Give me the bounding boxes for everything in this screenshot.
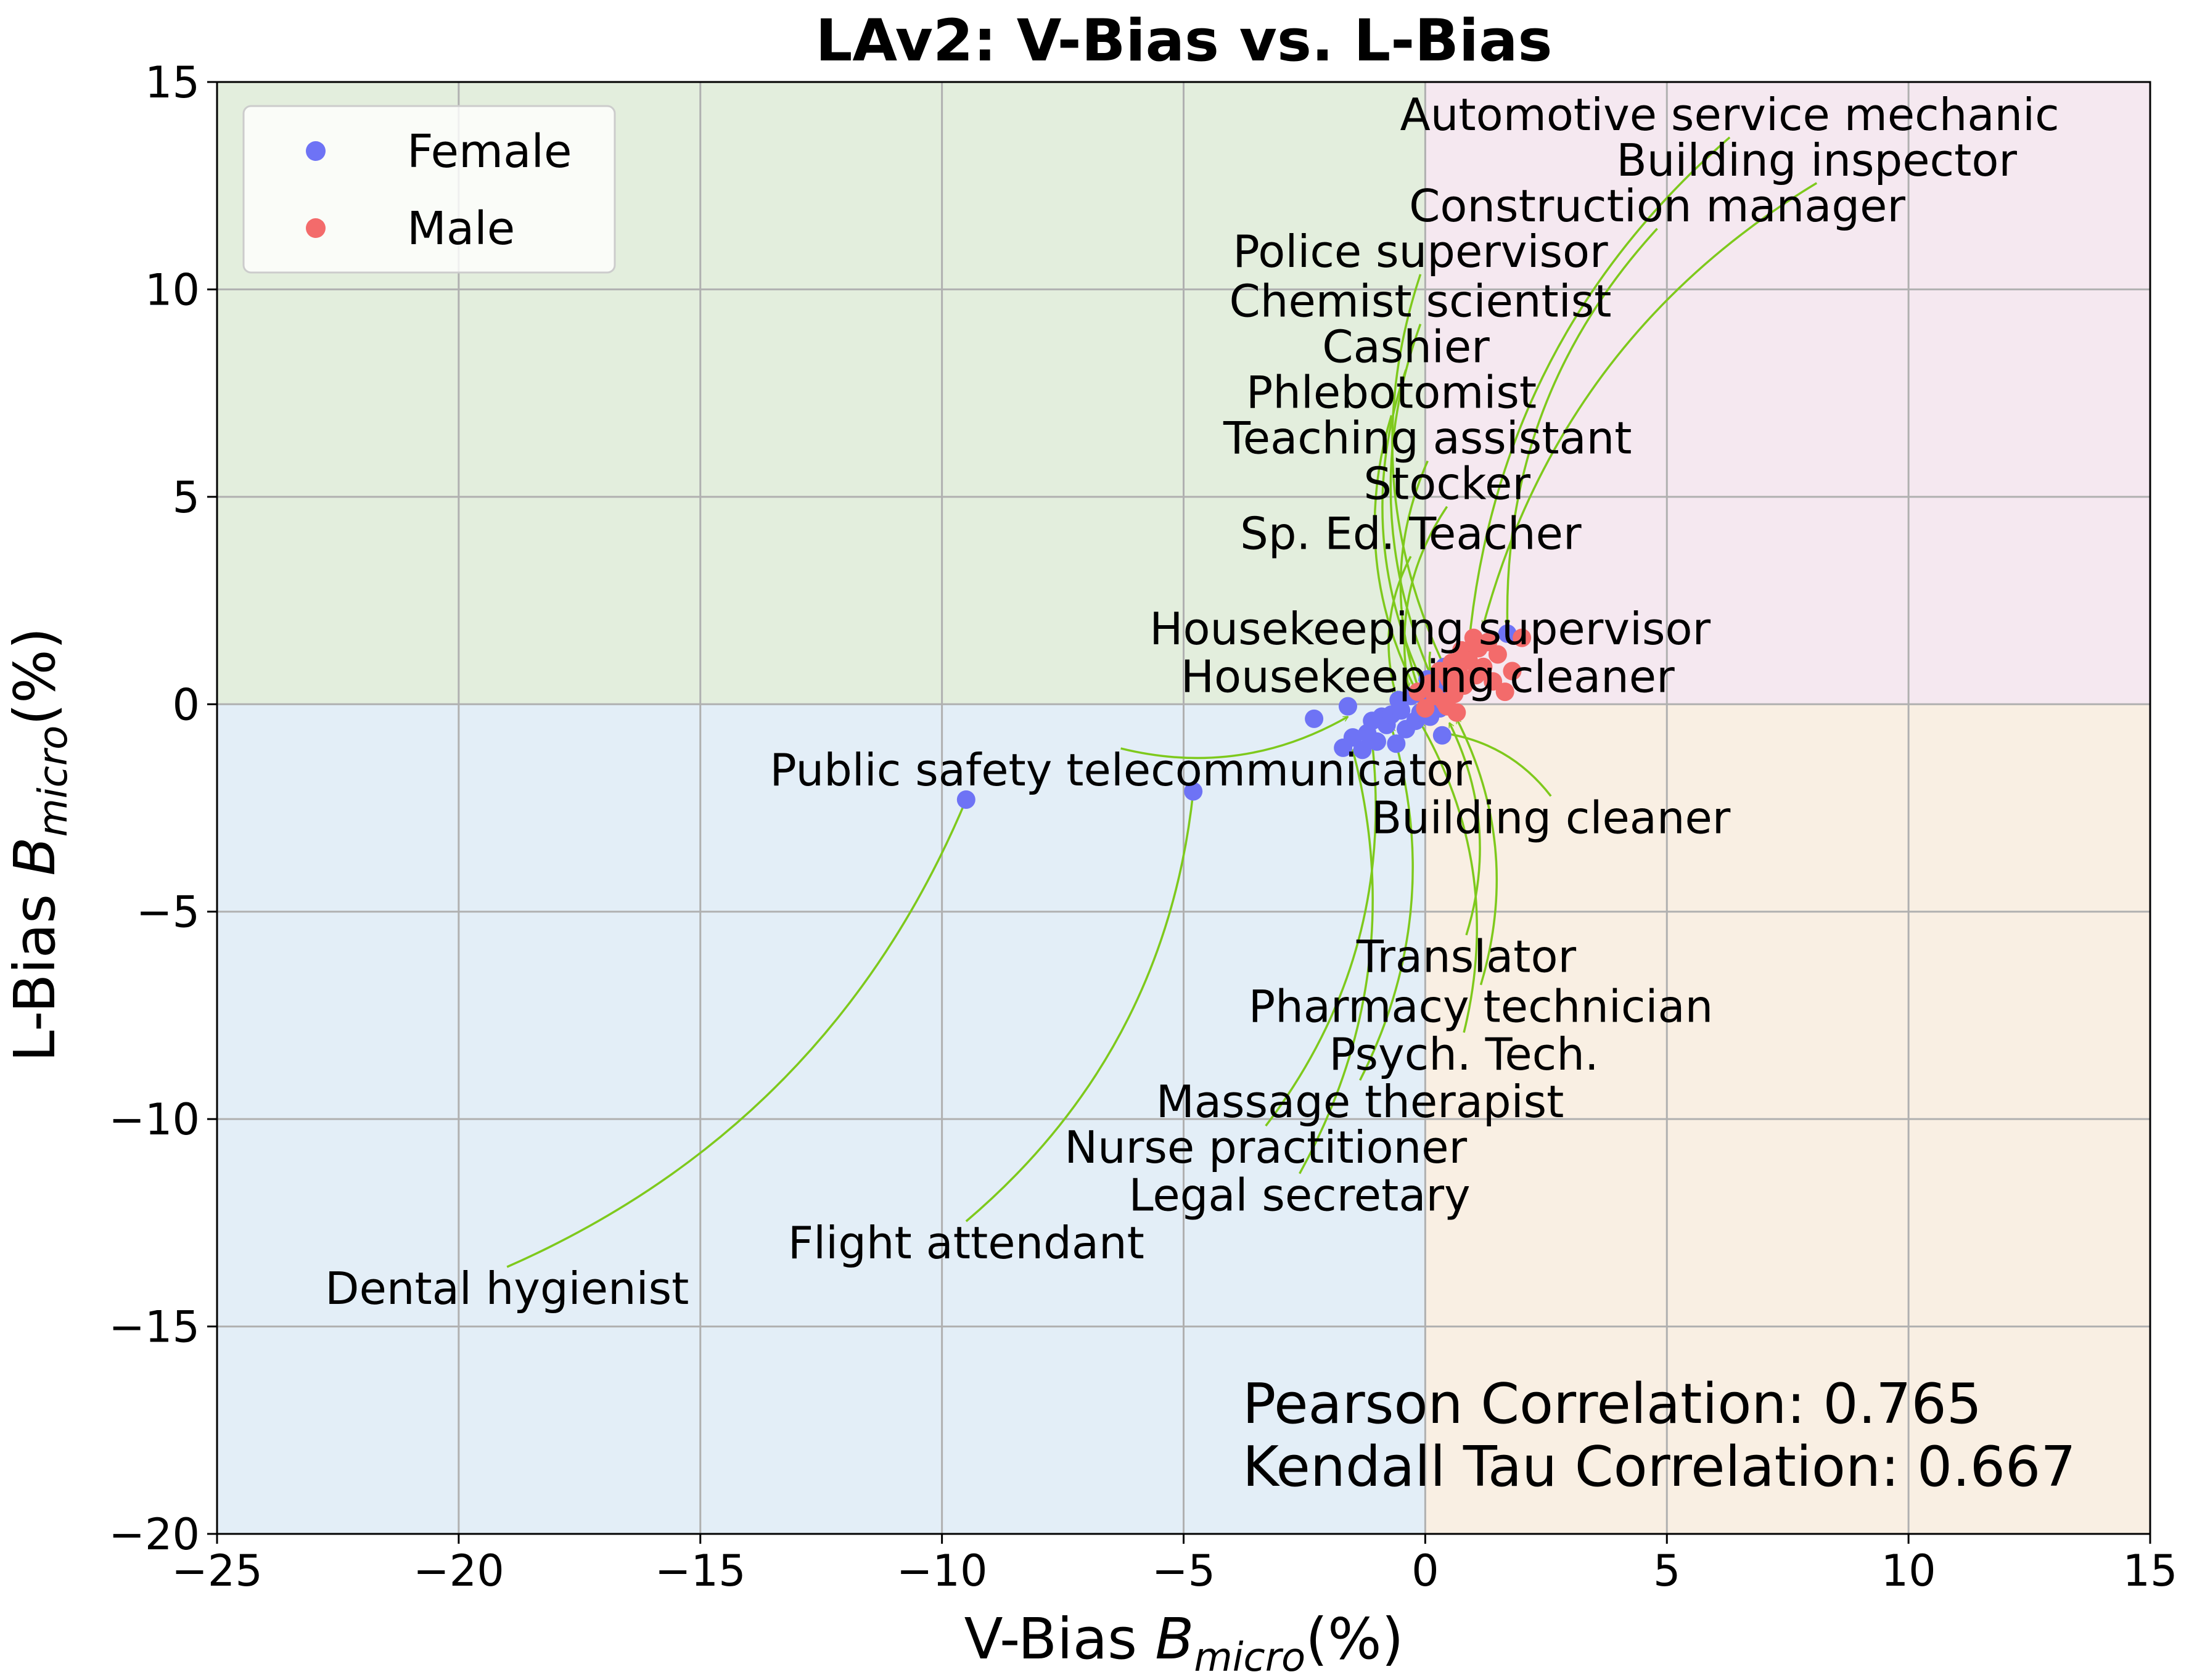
legend: Female Male — [242, 105, 616, 274]
male-point — [1416, 699, 1435, 718]
annotation-arrow — [1299, 750, 1374, 1174]
annotation-label: Housekeeping supervisor — [1149, 603, 1711, 655]
legend-female-marker — [306, 141, 326, 161]
y-tick-label: 5 — [172, 472, 200, 523]
legend-male-marker — [306, 218, 326, 238]
annotation-label: Stocker — [1363, 458, 1530, 510]
annotation-label: Cashier — [1322, 321, 1490, 373]
male-point — [1455, 676, 1474, 695]
annotation-label: Flight attendant — [788, 1217, 1144, 1269]
male-point — [1479, 633, 1498, 652]
annotation-arrow — [1507, 227, 1658, 626]
female-point — [1338, 697, 1357, 716]
annotation-label: Legal secretary — [1129, 1170, 1471, 1221]
female-point — [1387, 734, 1406, 753]
annotation-arrow — [1391, 274, 1446, 667]
annotation-arrow — [1373, 415, 1417, 690]
female-point — [1343, 728, 1362, 747]
female-point — [1305, 709, 1324, 728]
y-tick-label: 15 — [145, 57, 200, 108]
annotation-arrow — [1448, 723, 1481, 936]
annotation-arrow — [1455, 719, 1498, 985]
legend-male-label: Male — [407, 202, 515, 255]
y-axis-label: L-Bias Bmicro(%) — [2, 628, 76, 1062]
male-point — [1474, 657, 1493, 676]
male-point — [1495, 682, 1514, 702]
pearson-correlation: Pearson Correlation: 0.765 — [1242, 1372, 1982, 1436]
annotation-arrow — [1445, 733, 1552, 797]
annotation-label: Public safety telecommunicator — [770, 744, 1472, 796]
y-tick-label: −5 — [136, 887, 200, 938]
y-tick-label: −10 — [109, 1094, 200, 1145]
annotation-label: Teaching assistant — [1223, 412, 1632, 464]
x-tick-label: −10 — [897, 1546, 988, 1596]
female-point — [1363, 711, 1382, 731]
annotation-label: Sp. Ed. Teacher — [1240, 507, 1582, 559]
male-point — [1437, 697, 1456, 716]
annotation-label: Translator — [1356, 931, 1577, 983]
x-tick-label: −25 — [171, 1546, 263, 1596]
annotation-label: Housekeeping cleaner — [1181, 651, 1675, 703]
male-point — [1513, 628, 1532, 647]
annotation-arrow — [506, 800, 966, 1268]
y-tick-label: 0 — [172, 679, 200, 730]
female-point — [1353, 740, 1372, 760]
female-point — [1184, 782, 1203, 801]
quadrant-top-right — [1425, 82, 2150, 705]
data-points — [956, 624, 1532, 809]
annotation-label: Massage therapist — [1156, 1076, 1564, 1128]
annotation-arrow — [1483, 182, 1818, 626]
annotation-arrows — [506, 136, 1818, 1268]
annotation-label: Psych. Tech. — [1329, 1028, 1598, 1080]
annotation-label: Police supervisor — [1233, 226, 1608, 277]
x-tick-label: −5 — [1152, 1546, 1215, 1596]
x-tick-label: −15 — [655, 1546, 746, 1596]
female-point — [1498, 624, 1517, 643]
annotation-arrow — [1120, 715, 1348, 760]
annotation-arrow — [1403, 506, 1448, 688]
annotation-arrow — [1419, 723, 1478, 1033]
annotation-label: Pharmacy technician — [1249, 980, 1714, 1032]
male-point — [1484, 672, 1503, 691]
x-axis-label: V-Bias Bmicro(%) — [964, 1606, 1404, 1680]
annotation-arrow — [1359, 727, 1414, 1081]
male-point — [1459, 651, 1478, 670]
annotation-arrow — [1387, 555, 1412, 695]
annotation-label: Building cleaner — [1371, 792, 1731, 843]
y-tick-label: 10 — [145, 264, 200, 315]
kendall-correlation: Kendall Tau Correlation: 0.667 — [1242, 1435, 2076, 1499]
annotation-arrow — [965, 792, 1193, 1223]
legend-box — [242, 105, 616, 274]
annotation-label: Nurse practitioner — [1064, 1121, 1467, 1173]
x-tick-label: 0 — [1411, 1546, 1439, 1596]
x-tick-label: 15 — [2122, 1546, 2177, 1596]
y-tick-label: −20 — [109, 1509, 200, 1560]
annotation-label: Building inspector — [1616, 134, 2017, 186]
male-point — [1488, 645, 1507, 664]
female-point — [1432, 726, 1452, 745]
female-point — [956, 790, 975, 809]
legend-female-label: Female — [407, 125, 572, 178]
male-point — [1503, 662, 1522, 681]
annotation-arrow — [1469, 136, 1731, 646]
x-tick-label: −20 — [413, 1546, 504, 1596]
annotation-label: Construction manager — [1409, 180, 1905, 232]
y-tick-label: −15 — [109, 1302, 200, 1353]
annotation-label: Dental hygienist — [325, 1263, 689, 1314]
female-point — [1389, 690, 1408, 710]
x-tick-label: 5 — [1653, 1546, 1681, 1596]
annotation-arrow — [1265, 742, 1377, 1127]
female-point — [1368, 732, 1386, 751]
annotation-label: Phlebotomist — [1246, 367, 1537, 419]
chart-title: LAv2: V-Bias vs. L-Bias — [815, 7, 1552, 75]
annotation-label: Automotive service mechanic — [1400, 89, 2060, 141]
annotation-label: Chemist scientist — [1230, 276, 1612, 327]
x-tick-label: 10 — [1881, 1546, 1936, 1596]
